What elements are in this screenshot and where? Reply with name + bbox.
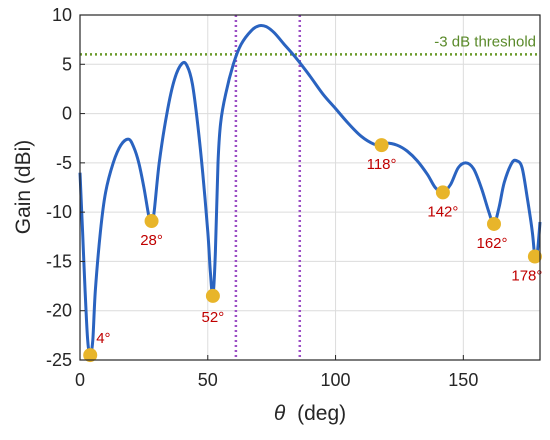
x-tick-label: 150 [448,370,478,390]
y-tick-label: -10 [46,202,72,222]
y-tick-label: 5 [62,54,72,74]
y-tick-label: 10 [52,5,72,25]
plot-frame [79,14,541,361]
marker-point [435,185,450,200]
y-tick-label: 0 [62,104,72,124]
y-tick-label: -25 [46,350,72,370]
marker-label: 142° [427,203,458,220]
threshold-label: -3 dB threshold [434,33,536,50]
marker-label: 52° [202,309,225,326]
threshold-group: -3 dB threshold [80,33,540,56]
marker-label: 162° [476,235,507,252]
x-axis-label: θ (deg) [274,402,346,425]
x-tick-label: 0 [75,370,85,390]
y-tick-labels: 10 5 0 -5 -10 -15 -20 -25 [46,5,85,370]
marker-label: 178° [511,268,542,285]
marker-point [374,138,389,153]
x-tick-labels: 0 50 100 150 [75,355,478,390]
marker-point [144,214,159,229]
series-group [78,24,542,357]
marker-point [527,249,542,264]
x-axis-unit: (deg) [297,402,346,425]
marker-label: 118° [367,156,397,173]
x-tick-label: 50 [198,370,218,390]
y-tick-label: -5 [56,153,72,173]
marker-point [83,348,98,363]
y-tick-label: -20 [46,301,72,321]
marker-group: 4° 28° 52° 118° 142° 162°178° [83,138,542,363]
plot-background [80,15,540,360]
y-axis-label: Gain (dBi) [12,140,35,235]
marker-point [205,288,220,303]
marker-label: 4° [96,330,110,347]
gain-series-line [78,24,542,357]
marker-label: 28° [140,232,163,249]
y-tick-label: -15 [46,251,72,271]
marker-point [487,216,501,231]
x-axis-symbol: θ [274,402,286,425]
x-tick-label: 100 [321,370,351,390]
